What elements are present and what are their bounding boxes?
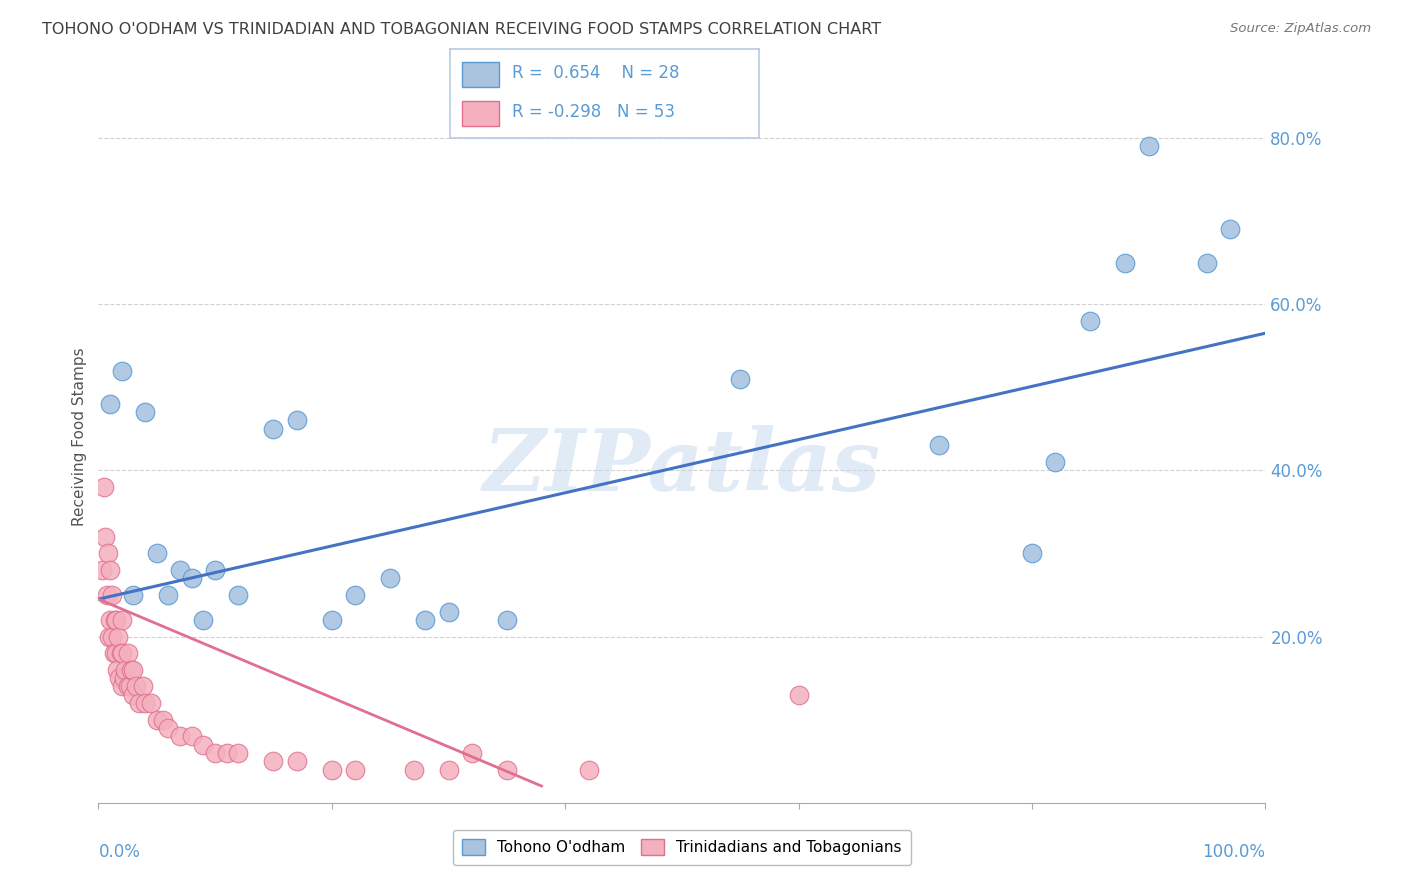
Point <box>344 763 367 777</box>
Point <box>1021 546 1043 560</box>
Point <box>228 746 250 760</box>
Bar <box>463 101 499 126</box>
Point <box>105 663 128 677</box>
Point <box>285 413 308 427</box>
Point <box>97 546 120 560</box>
Point <box>128 696 150 710</box>
Point <box>787 688 810 702</box>
Point <box>139 696 162 710</box>
Point <box>157 721 180 735</box>
Point <box>730 372 752 386</box>
Point <box>108 671 131 685</box>
Point <box>193 738 215 752</box>
Point <box>122 663 145 677</box>
Point <box>94 530 117 544</box>
Point <box>496 763 519 777</box>
Point <box>107 630 129 644</box>
Text: 0.0%: 0.0% <box>98 843 141 861</box>
Point <box>461 746 484 760</box>
Point <box>344 588 367 602</box>
Point <box>117 680 139 694</box>
Point <box>152 713 174 727</box>
Text: TOHONO O'ODHAM VS TRINIDADIAN AND TOBAGONIAN RECEIVING FOOD STAMPS CORRELATION C: TOHONO O'ODHAM VS TRINIDADIAN AND TOBAGO… <box>42 22 882 37</box>
Point <box>496 613 519 627</box>
Point <box>104 613 127 627</box>
Point <box>134 696 156 710</box>
Point <box>122 588 145 602</box>
Point <box>262 754 284 768</box>
Point <box>112 671 135 685</box>
Point <box>204 563 226 577</box>
Point <box>1114 255 1136 269</box>
Bar <box>463 62 499 87</box>
Point <box>285 754 308 768</box>
Point <box>132 680 155 694</box>
Point <box>146 546 169 560</box>
Y-axis label: Receiving Food Stamps: Receiving Food Stamps <box>72 348 87 526</box>
Point <box>111 363 134 377</box>
Point <box>104 613 127 627</box>
Point <box>98 397 121 411</box>
Text: Source: ZipAtlas.com: Source: ZipAtlas.com <box>1230 22 1371 36</box>
Point <box>437 605 460 619</box>
Point <box>578 763 600 777</box>
Point <box>97 630 120 644</box>
Point <box>125 680 148 694</box>
Text: ZIPatlas: ZIPatlas <box>482 425 882 508</box>
Point <box>98 563 121 577</box>
Point <box>1137 139 1160 153</box>
Point <box>262 422 284 436</box>
Point <box>204 746 226 760</box>
Point <box>321 613 343 627</box>
Point <box>180 729 202 743</box>
Point <box>98 613 121 627</box>
Point <box>117 646 139 660</box>
Point <box>215 746 238 760</box>
Point <box>228 588 250 602</box>
Point <box>111 680 134 694</box>
Point <box>1080 314 1102 328</box>
Point <box>111 613 134 627</box>
Point <box>110 646 132 660</box>
Point <box>101 630 124 644</box>
Point <box>437 763 460 777</box>
Point <box>111 646 134 660</box>
Point <box>101 588 124 602</box>
Point <box>193 613 215 627</box>
Point <box>120 663 142 677</box>
Legend: Tohono O'odham, Trinidadians and Tobagonians: Tohono O'odham, Trinidadians and Tobagon… <box>453 830 911 864</box>
Point <box>321 763 343 777</box>
Point <box>104 646 127 660</box>
Point <box>928 438 950 452</box>
Point <box>1195 255 1218 269</box>
Point <box>169 563 191 577</box>
Point <box>134 405 156 419</box>
Point <box>118 680 141 694</box>
Point <box>157 588 180 602</box>
Point <box>169 729 191 743</box>
Point <box>402 763 425 777</box>
Point <box>1045 455 1067 469</box>
Point <box>1219 222 1241 236</box>
Point <box>96 588 118 602</box>
Point <box>413 613 436 627</box>
Text: R = -0.298   N = 53: R = -0.298 N = 53 <box>512 103 675 121</box>
Point <box>103 646 125 660</box>
Text: 100.0%: 100.0% <box>1202 843 1265 861</box>
Point <box>114 663 136 677</box>
Point <box>90 563 112 577</box>
Point <box>122 688 145 702</box>
Point <box>146 713 169 727</box>
Point <box>380 571 402 585</box>
Point <box>93 480 115 494</box>
Point <box>180 571 202 585</box>
Text: R =  0.654    N = 28: R = 0.654 N = 28 <box>512 64 679 82</box>
